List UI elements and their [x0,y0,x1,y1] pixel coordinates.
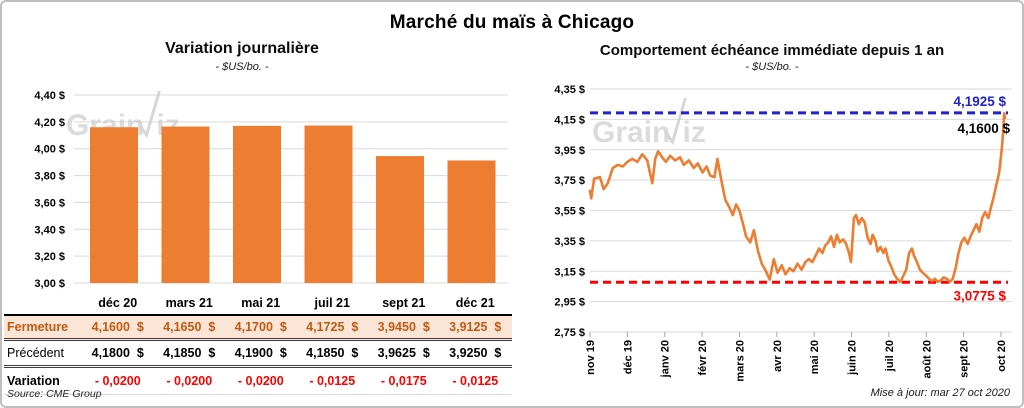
table-cell: 4,1800 $ [91,346,144,360]
price-line [588,111,1007,284]
table-row-label: Fermeture [7,320,69,334]
bar [233,125,281,283]
y-tick-label: 3,80 $ [34,171,65,183]
table-cell: - 0,0175 [380,374,427,388]
x-tick-label: févr 20 [697,340,709,375]
table-cell: 3,9250 $ [449,346,502,360]
table-cell: - 0,0125 [309,374,356,388]
bar-chart-subtitle: - $US/bo. - [215,61,269,73]
table-cell: 3,9625 $ [377,346,430,360]
y-tick-label: 4,40 $ [34,90,65,102]
table-column-header: déc 20 [98,295,138,310]
y-tick-label: 3,55 $ [554,206,585,218]
watermark-text: Grain [592,116,670,149]
x-tick-label: déc 19 [622,340,634,374]
y-tick-label: 3,20 $ [34,251,65,263]
x-tick-label: juil 20 [884,340,896,372]
x-tick-label: janv 20 [660,340,672,378]
y-tick-label: 4,15 $ [554,114,585,126]
one-year-line-chart: 4,35 $ 4,15 $ 3,95 $ 3,75 $ 3,55 $ 3,35 $ 3,15… [554,84,1012,382]
y-tick-label: 3,75 $ [554,175,585,187]
bar [90,127,138,283]
y-tick-label: 3,60 $ [34,197,65,209]
table-column-header: mai 21 [241,295,281,310]
table-column-header: déc 21 [455,295,495,310]
bar-chart-title: Variation journalière [165,40,319,57]
y-tick-label: 4,35 $ [554,84,585,96]
x-tick-label: mars 20 [734,340,746,382]
x-tick-label: nov 19 [585,340,597,375]
x-tick-label: août 20 [921,340,933,379]
source-note: Source: CME Group [7,388,102,400]
y-tick-label: 3,40 $ [34,224,65,236]
y-tick-label: 2,95 $ [554,297,585,309]
y-tick-label: 4,20 $ [34,117,65,129]
max-value-label: 4,1925 $ [953,94,1006,109]
table-row-variation: Variation - 0,0200 - 0,0200 - 0,0200 - 0,012… [4,368,512,395]
bar [376,156,424,283]
table-row-precedent: Précédent 4,1800 $ 4,1850 $ 4,1900 $ 4,1850 … [4,341,512,368]
line-chart-title: Comportement échéance immédiate depuis 1… [599,42,945,59]
y-tick-label: 2,75 $ [554,327,585,339]
watermark-text: iz [683,116,706,149]
table-row-label: Variation [7,374,60,388]
table-cell: 4,1725 $ [306,320,359,334]
min-value-label: 3,0775 $ [953,288,1006,303]
update-note: Mise à jour: mar 27 oct 2020 [870,387,1010,399]
x-tick-label: sept 20 [959,340,971,378]
watermark-check-icon [138,90,161,139]
y-tick-label: 3,15 $ [554,266,585,278]
table-cell: - 0,0200 [237,374,284,388]
table-cell: 4,1650 $ [163,320,216,334]
table-cell: - 0,0200 [166,374,213,388]
x-tick-label: oct 20 [996,340,1008,372]
x-tick-label: mai 20 [809,340,821,374]
table-cell: 4,1600 $ [91,320,144,334]
y-tick-label: 4,00 $ [34,144,65,156]
table-cell: 4,1850 $ [306,346,359,360]
futures-price-table: déc 20 mars 21 mai 21 juil 21 sept 21 déc 21 F… [4,291,512,395]
bar [447,160,496,283]
y-tick-label: 3,00 $ [34,278,65,290]
table-header-row: déc 20 mars 21 mai 21 juil 21 sept 21 déc 21 [4,291,512,316]
table-cell: 3,9125 $ [449,320,502,334]
table-column-header: juil 21 [314,295,350,310]
y-tick-label: 3,35 $ [554,236,585,248]
x-tick-label: juin 20 [847,340,859,376]
table-cell: 4,1700 $ [234,320,287,334]
table-cell: 4,1900 $ [234,346,287,360]
table-row-fermeture: Fermeture 4,1600 $ 4,1650 $ 4,1700 $ 4,1725 … [4,316,512,341]
line-chart-subtitle: - $US/bo. - [745,61,799,73]
table-column-header: sept 21 [382,295,426,310]
table-cell: 4,1850 $ [163,346,216,360]
x-tick-label: avr 20 [772,340,784,372]
table-cell: 3,9450 $ [377,320,430,334]
page-title: Marché du maïs à Chicago [389,12,635,33]
watermark: Grain iz [592,97,706,149]
bar [161,126,210,283]
last-value-label: 4,1600 $ [957,121,1010,136]
daily-variation-bar-chart: 4,40 $ 4,20 $ 4,00 $ 3,80 $ 3,60 $ 3,40 $ 3,20… [34,90,508,290]
bar [304,125,353,283]
table-cell: - 0,0200 [94,374,141,388]
y-tick-label: 3,95 $ [554,145,585,157]
table-cell: - 0,0125 [452,374,499,388]
table-row-label: Précédent [7,346,64,360]
table-column-header: mars 21 [165,295,213,310]
